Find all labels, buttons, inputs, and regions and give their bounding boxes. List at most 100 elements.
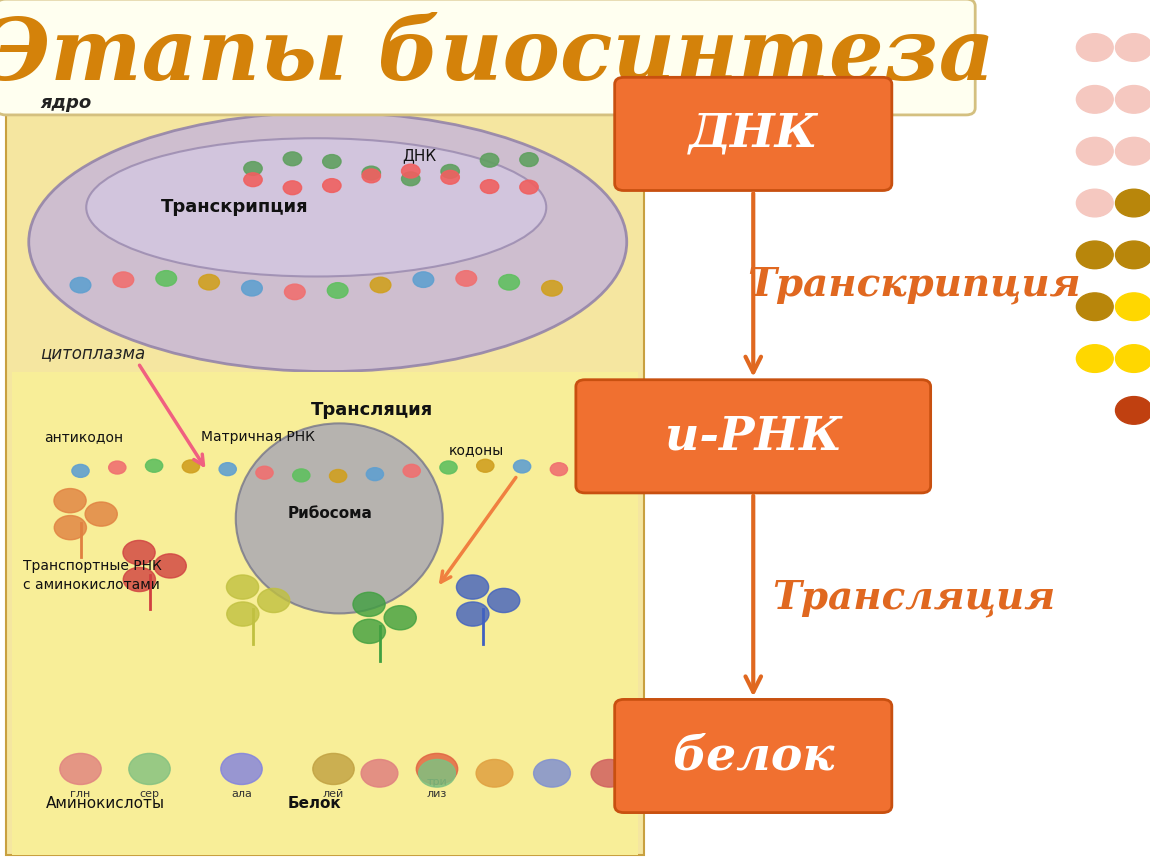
Circle shape <box>1116 137 1150 165</box>
Circle shape <box>313 753 354 785</box>
FancyBboxPatch shape <box>614 700 892 812</box>
Circle shape <box>457 602 489 626</box>
Circle shape <box>1116 345 1150 372</box>
Circle shape <box>520 181 538 194</box>
Circle shape <box>416 753 458 785</box>
Circle shape <box>514 460 531 473</box>
Text: кодоны: кодоны <box>448 442 504 456</box>
Circle shape <box>353 619 385 644</box>
Text: Транспортные РНК: Транспортные РНК <box>23 559 162 573</box>
Ellipse shape <box>29 112 627 372</box>
Circle shape <box>323 179 342 193</box>
Circle shape <box>1116 293 1150 321</box>
Circle shape <box>242 281 262 296</box>
Circle shape <box>1076 137 1113 165</box>
Circle shape <box>440 170 459 184</box>
Circle shape <box>1116 241 1150 269</box>
Circle shape <box>520 153 538 167</box>
Circle shape <box>283 181 301 194</box>
Circle shape <box>154 554 186 578</box>
Circle shape <box>367 467 384 480</box>
Circle shape <box>476 460 494 473</box>
Circle shape <box>401 164 420 178</box>
Circle shape <box>542 281 562 296</box>
Circle shape <box>129 753 170 785</box>
Circle shape <box>1116 34 1150 61</box>
Circle shape <box>362 166 381 180</box>
Text: белок: белок <box>672 733 835 779</box>
Text: Матричная РНК: Матричная РНК <box>201 429 315 443</box>
FancyBboxPatch shape <box>12 372 638 855</box>
Text: ала: ала <box>231 789 252 798</box>
Text: ядро: ядро <box>40 94 92 112</box>
Circle shape <box>199 275 220 290</box>
FancyBboxPatch shape <box>576 380 930 492</box>
Circle shape <box>244 162 262 175</box>
Circle shape <box>284 284 305 300</box>
Circle shape <box>439 461 458 474</box>
Circle shape <box>221 753 262 785</box>
Circle shape <box>227 575 259 599</box>
Circle shape <box>457 575 489 599</box>
Circle shape <box>353 592 385 616</box>
Text: Этапы биосинтеза: Этапы биосинтеза <box>0 14 995 97</box>
Circle shape <box>481 180 499 194</box>
Circle shape <box>220 462 237 475</box>
Circle shape <box>113 272 133 288</box>
Text: с аминокислотами: с аминокислотами <box>23 578 160 592</box>
Circle shape <box>1116 397 1150 424</box>
Circle shape <box>146 460 163 473</box>
FancyBboxPatch shape <box>614 78 892 191</box>
Circle shape <box>384 606 416 630</box>
Circle shape <box>1116 86 1150 113</box>
Circle shape <box>109 461 126 474</box>
Circle shape <box>255 467 274 480</box>
Circle shape <box>156 270 177 286</box>
Circle shape <box>361 759 398 787</box>
Circle shape <box>499 275 520 290</box>
Text: ДНК: ДНК <box>689 111 818 157</box>
Circle shape <box>419 759 455 787</box>
Circle shape <box>85 502 117 526</box>
Text: цитоплазма: цитоплазма <box>40 345 146 363</box>
Text: Транскрипция: Транскрипция <box>161 198 308 216</box>
Text: три
лиз: три лиз <box>427 777 447 798</box>
Circle shape <box>551 463 568 476</box>
Ellipse shape <box>86 138 546 276</box>
Circle shape <box>1076 189 1113 217</box>
Circle shape <box>123 540 155 564</box>
Circle shape <box>1076 86 1113 113</box>
Text: Трансляция: Трансляция <box>773 579 1056 617</box>
Circle shape <box>440 164 459 178</box>
Circle shape <box>1076 293 1113 321</box>
Circle shape <box>227 602 259 626</box>
Circle shape <box>283 152 301 166</box>
Circle shape <box>370 277 391 293</box>
Circle shape <box>72 465 90 477</box>
Ellipse shape <box>236 423 443 613</box>
Circle shape <box>123 568 155 592</box>
FancyBboxPatch shape <box>0 0 975 115</box>
Circle shape <box>455 270 476 286</box>
Circle shape <box>60 753 101 785</box>
Circle shape <box>328 283 348 298</box>
Circle shape <box>401 172 420 186</box>
Circle shape <box>591 759 628 787</box>
Text: и-РНК: и-РНК <box>665 413 842 460</box>
Text: Транскрипция: Транскрипция <box>748 266 1081 304</box>
Circle shape <box>362 169 381 183</box>
Text: ДНК: ДНК <box>402 148 437 162</box>
Circle shape <box>54 488 86 512</box>
Circle shape <box>413 272 434 288</box>
Circle shape <box>70 277 91 293</box>
Text: глн: глн <box>70 789 91 798</box>
Circle shape <box>258 588 290 613</box>
Circle shape <box>1076 345 1113 372</box>
Circle shape <box>244 173 262 187</box>
Circle shape <box>292 469 311 482</box>
Circle shape <box>323 155 342 168</box>
Text: сер: сер <box>139 789 160 798</box>
Circle shape <box>1076 34 1113 61</box>
Circle shape <box>54 516 86 540</box>
Circle shape <box>481 153 499 167</box>
